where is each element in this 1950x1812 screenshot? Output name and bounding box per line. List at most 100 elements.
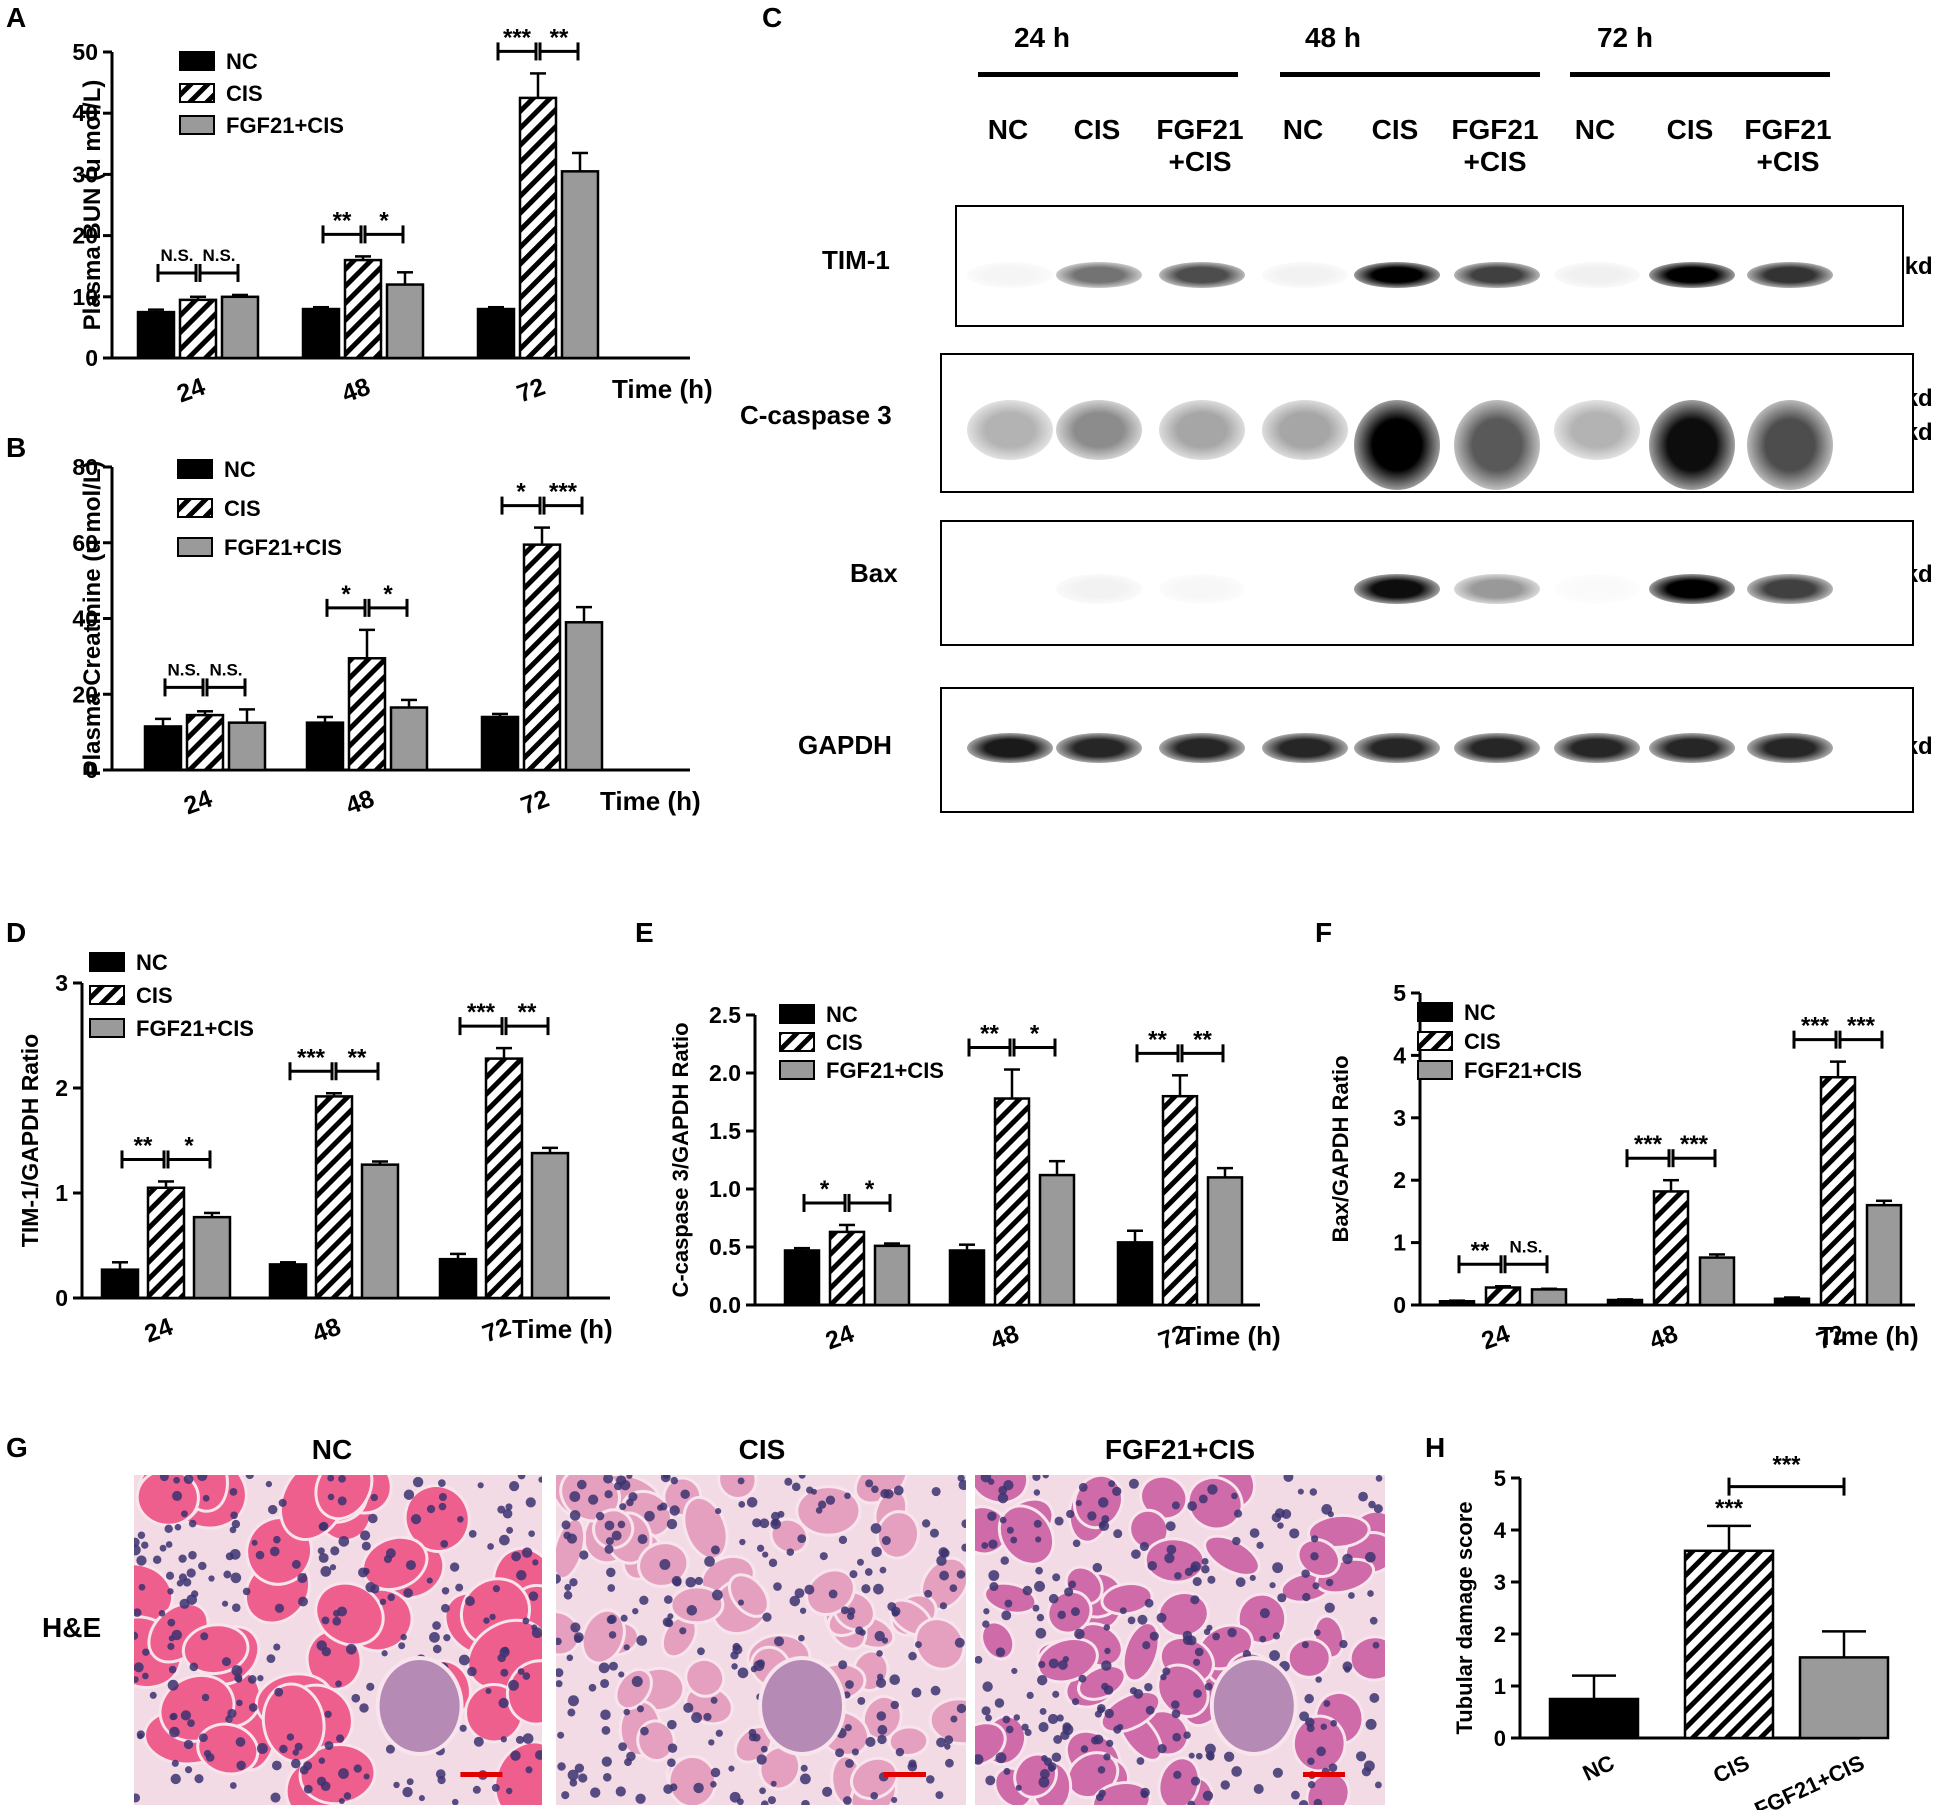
nucleus — [1323, 1700, 1331, 1707]
nucleus — [180, 1510, 188, 1518]
significance-label: * — [184, 1132, 194, 1159]
nucleus — [789, 1595, 801, 1607]
legend-label: NC — [224, 457, 256, 482]
nucleus — [1058, 1660, 1068, 1670]
nucleus — [465, 1596, 475, 1607]
x-axis-label: Time (h) — [612, 374, 713, 404]
bar-fgf21-cis — [873, 1244, 911, 1307]
nucleus — [1298, 1800, 1309, 1805]
nucleus — [141, 1541, 149, 1549]
nucleus — [739, 1538, 746, 1546]
nucleus — [666, 1518, 678, 1530]
nucleus — [242, 1587, 251, 1596]
nucleus — [1005, 1725, 1014, 1734]
nucleus — [381, 1650, 388, 1657]
nucleus — [556, 1668, 564, 1678]
nucleus — [1033, 1489, 1041, 1496]
bar-cis — [484, 1057, 524, 1300]
legend-swatch — [1417, 1002, 1453, 1022]
nucleus — [873, 1583, 884, 1595]
nucleus — [1283, 1475, 1294, 1482]
nucleus — [321, 1647, 332, 1657]
bar-cis — [1161, 1094, 1199, 1307]
tubule — [975, 1721, 1007, 1767]
bar-fgf21-cis — [192, 1215, 232, 1300]
nucleus — [1101, 1515, 1110, 1524]
nucleus — [324, 1741, 334, 1750]
nucleus — [169, 1726, 180, 1738]
y-tick-label: 0 — [1393, 1292, 1406, 1318]
nucleus — [225, 1552, 234, 1561]
nucleus — [353, 1764, 362, 1773]
nucleus — [1147, 1561, 1158, 1571]
nucleus — [1015, 1784, 1022, 1791]
nucleus — [202, 1494, 210, 1502]
y-tick-label: 1.0 — [709, 1176, 741, 1202]
nucleus — [134, 1676, 139, 1683]
nucleus — [1173, 1770, 1182, 1780]
nucleus — [336, 1734, 345, 1743]
nucleus — [320, 1566, 332, 1577]
x-tick-label: 48 — [987, 1320, 1023, 1356]
nucleus — [200, 1632, 209, 1641]
panel-letter-h: H — [1425, 1432, 1446, 1463]
nucleus — [980, 1475, 992, 1483]
timepoint-24h: 24 h — [1013, 22, 1071, 53]
nucleus — [189, 1662, 199, 1672]
he-column-label-cis: CIS — [738, 1434, 786, 1465]
y-tick-label: 0.0 — [709, 1292, 741, 1318]
nucleus — [172, 1490, 183, 1501]
blot-band — [1262, 262, 1348, 288]
nucleus — [801, 1799, 810, 1805]
nucleus — [256, 1743, 268, 1754]
tubule — [1077, 1663, 1127, 1701]
blot-band — [967, 733, 1053, 763]
nucleus — [1054, 1516, 1064, 1526]
nucleus — [1277, 1593, 1287, 1603]
nucleus — [961, 1543, 966, 1552]
nucleus — [1003, 1767, 1011, 1775]
nucleus — [472, 1785, 481, 1794]
nucleus — [670, 1476, 679, 1485]
nucleus — [1068, 1580, 1077, 1589]
nucleus — [1074, 1628, 1085, 1640]
nucleus — [1272, 1632, 1281, 1640]
nucleus — [1036, 1613, 1045, 1622]
y-tick-label: 20 — [72, 681, 98, 707]
nucleus — [578, 1773, 588, 1783]
nucleus — [379, 1598, 387, 1606]
tubule — [134, 1562, 175, 1626]
blot-band — [1454, 400, 1540, 490]
blot-row-label: C-caspase 3 — [740, 400, 892, 430]
nucleus — [1372, 1641, 1380, 1649]
nucleus — [595, 1511, 605, 1521]
bar-nc — [143, 725, 183, 772]
he-panel: H&E NC CIS FGF21+CIS — [0, 1420, 1400, 1812]
nucleus — [845, 1759, 854, 1768]
nucleus — [693, 1782, 704, 1794]
nucleus — [171, 1759, 179, 1767]
nucleus — [455, 1583, 464, 1592]
nucleus — [387, 1593, 395, 1602]
nucleus — [1174, 1571, 1182, 1580]
blot-image — [940, 520, 1914, 646]
tubule — [975, 1475, 1030, 1505]
nucleus — [245, 1475, 254, 1480]
nucleus — [1310, 1552, 1319, 1561]
panel-letter-c: C — [762, 2, 783, 33]
bar-cis — [1484, 1286, 1522, 1307]
nucleus — [1078, 1482, 1088, 1492]
tubule — [913, 1617, 966, 1671]
bar-fgf21-cis — [1206, 1176, 1244, 1307]
nucleus — [879, 1566, 887, 1574]
nucleus — [1192, 1577, 1202, 1587]
significance-label: ** — [1193, 1026, 1212, 1053]
nucleus — [459, 1724, 467, 1732]
nucleus — [170, 1712, 178, 1721]
nucleus — [845, 1680, 854, 1689]
nucleus — [158, 1610, 166, 1617]
nucleus — [659, 1502, 668, 1511]
nucleus — [1162, 1667, 1171, 1676]
y-tick-label: 50 — [72, 39, 98, 65]
nucleus — [600, 1678, 610, 1689]
